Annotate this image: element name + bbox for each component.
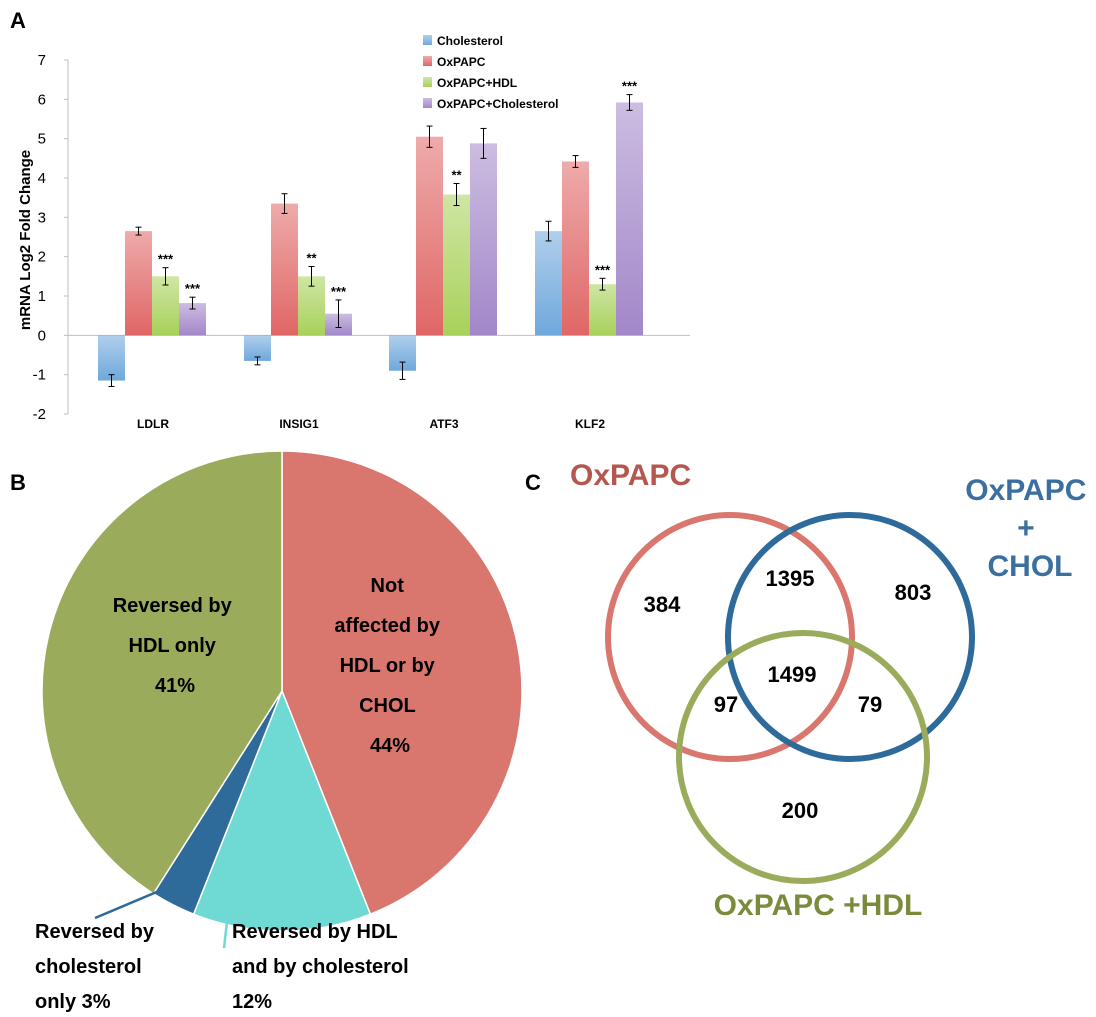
pie-slice <box>192 688 372 932</box>
bar <box>125 231 152 336</box>
venn-count-oxpapc-hdl: 97 <box>714 692 738 717</box>
bar <box>443 194 470 336</box>
y-tick-label: 2 <box>38 249 46 266</box>
slice-label-hdl-and-cholesterol: Reversed by HDL and by cholesterol 12% <box>232 921 414 1013</box>
venn-circle-oxpapc <box>605 512 855 762</box>
y-tick-label: 6 <box>38 91 46 108</box>
slice-label-cholesterol-only: Reversed by cholesterol only 3% <box>35 921 160 1013</box>
panel-letter-b: B <box>10 470 26 495</box>
bar <box>416 136 443 336</box>
legend-label: OxPAPC+Cholesterol <box>437 97 558 111</box>
leader-line-cholesterol <box>94 881 179 920</box>
significance-label: *** <box>331 284 347 299</box>
bar <box>152 276 179 336</box>
legend-label: OxPAPC+HDL <box>437 76 517 90</box>
bar <box>98 335 125 381</box>
bar <box>562 161 589 336</box>
y-tick-label: 0 <box>38 327 46 344</box>
venn-label-oxpapc: OxPAPC <box>570 459 691 492</box>
leader-line-both <box>222 877 234 949</box>
venn-count-oxpapc-only: 384 <box>644 592 681 617</box>
bar <box>535 231 562 336</box>
legend-swatch <box>423 35 432 45</box>
y-tick-label: 4 <box>38 170 46 187</box>
y-axis-label: mRNA Log2 Fold Change <box>17 150 34 330</box>
bar <box>470 143 497 336</box>
significance-label: *** <box>185 281 201 296</box>
y-tick-label: 3 <box>38 209 46 226</box>
significance-label: ** <box>451 168 462 183</box>
venn-circle-oxpapc-chol <box>725 512 975 762</box>
panel-letter-c: C <box>525 470 541 495</box>
legend-swatch <box>423 77 432 87</box>
y-tick-label: 5 <box>38 131 46 148</box>
venn-count-chol-only: 803 <box>895 580 932 605</box>
y-tick-label: 1 <box>38 288 46 305</box>
venn-diagram: OxPAPC OxPAPC + CHOL OxPAPC +HDL 384 139… <box>570 459 1095 922</box>
bar <box>271 203 298 336</box>
category-label: INSIG1 <box>279 417 319 431</box>
category-label: LDLR <box>137 417 169 431</box>
legend-label: Cholesterol <box>437 34 503 48</box>
significance-label: *** <box>622 79 638 94</box>
venn-label-oxpapc-chol: OxPAPC + CHOL <box>965 474 1095 583</box>
slice-label-hdl-only: Reversed by HDL only 41% <box>113 595 238 697</box>
bar <box>589 284 616 336</box>
venn-count-all-three: 1499 <box>768 662 817 687</box>
significance-label: *** <box>595 262 611 277</box>
pie-chart: Not affected by HDL or by CHOL 44% Rever… <box>35 450 523 1013</box>
significance-label: ** <box>306 251 317 266</box>
venn-label-oxpapc-hdl: OxPAPC +HDL <box>714 889 923 922</box>
y-tick-label: -2 <box>33 406 46 423</box>
venn-count-oxpapc-chol: 1395 <box>766 566 815 591</box>
venn-circle-oxpapc-hdl <box>676 630 930 884</box>
category-label: KLF2 <box>575 417 605 431</box>
bar-series: *** ********** ****** <box>98 79 643 387</box>
y-tick-label: 7 <box>38 52 46 69</box>
legend: Cholesterol OxPAPC OxPAPC+HDL OxPAPC+Choles… <box>423 34 558 111</box>
panel-letter-a: A <box>10 8 26 33</box>
y-tick-label: -1 <box>33 367 46 384</box>
y-axis-ticks: -2 -1 0 1 2 3 4 5 6 7 <box>33 52 46 423</box>
category-labels: LDLR INSIG1 ATF3 KLF2 <box>137 417 605 431</box>
significance-label: *** <box>158 252 174 267</box>
category-label: ATF3 <box>429 417 458 431</box>
venn-count-chol-hdl: 79 <box>858 692 882 717</box>
legend-label: OxPAPC <box>437 55 486 69</box>
bar <box>616 102 643 336</box>
axes <box>64 59 690 415</box>
legend-swatch <box>423 98 432 108</box>
pie-slices <box>41 450 523 932</box>
pie-slice <box>281 450 523 916</box>
slice-label-not-affected: Not affected by HDL or by CHOL 44% <box>334 575 445 757</box>
venn-count-hdl-only: 200 <box>782 798 819 823</box>
legend-swatch <box>423 56 432 66</box>
pie-slice <box>41 450 283 895</box>
